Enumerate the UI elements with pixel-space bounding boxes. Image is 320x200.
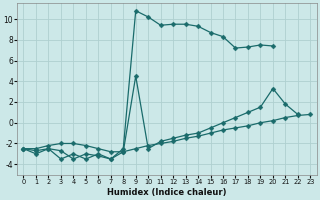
X-axis label: Humidex (Indice chaleur): Humidex (Indice chaleur) xyxy=(107,188,227,197)
